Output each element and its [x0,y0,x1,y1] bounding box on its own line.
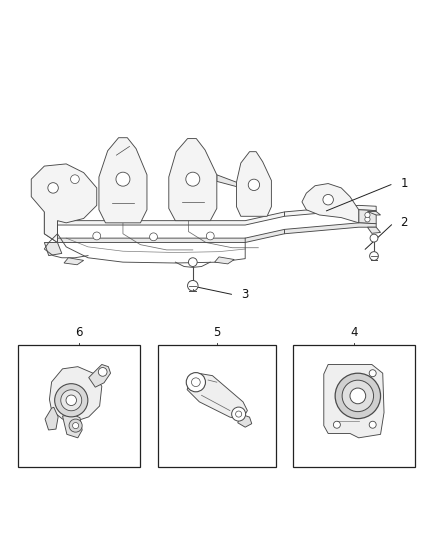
Polygon shape [64,258,84,265]
Bar [158,345,276,467]
Polygon shape [302,183,359,223]
Circle shape [206,232,214,240]
Circle shape [248,179,260,190]
Polygon shape [44,212,57,243]
Circle shape [71,175,79,183]
Circle shape [61,390,82,411]
Text: 3: 3 [241,288,248,301]
Text: 6: 6 [75,326,83,338]
Polygon shape [359,210,376,224]
Circle shape [186,172,200,186]
Polygon shape [367,227,381,233]
Polygon shape [285,223,376,234]
Text: 5: 5 [213,326,220,338]
Polygon shape [217,175,237,187]
Polygon shape [31,164,97,243]
Polygon shape [367,212,381,215]
Text: 4: 4 [350,326,358,338]
Circle shape [365,217,370,222]
Circle shape [333,421,340,428]
Circle shape [187,280,198,291]
Circle shape [69,419,82,432]
Polygon shape [89,365,110,387]
Circle shape [93,232,101,240]
Circle shape [48,183,58,193]
Polygon shape [238,414,252,427]
Circle shape [188,258,197,266]
Polygon shape [57,212,285,225]
Circle shape [186,373,205,392]
Polygon shape [63,415,82,438]
Polygon shape [169,139,217,221]
Circle shape [335,373,381,418]
Polygon shape [49,367,102,421]
Circle shape [342,380,374,411]
Circle shape [350,388,366,404]
Circle shape [73,423,79,429]
Polygon shape [57,229,285,243]
Circle shape [66,395,77,406]
Text: 2: 2 [400,216,408,229]
Bar [18,345,141,467]
Circle shape [370,234,378,242]
Polygon shape [324,365,384,438]
Circle shape [369,421,376,428]
Circle shape [116,172,130,186]
Circle shape [369,370,376,377]
Circle shape [55,384,88,417]
Circle shape [150,233,157,241]
Circle shape [365,212,370,217]
Polygon shape [237,152,272,216]
Bar [293,345,416,467]
Circle shape [98,368,107,376]
Circle shape [232,407,246,421]
Polygon shape [45,407,58,430]
Circle shape [323,195,333,205]
Polygon shape [99,138,147,223]
Polygon shape [187,374,247,419]
Circle shape [370,252,378,261]
Polygon shape [215,257,234,264]
Polygon shape [285,205,376,216]
Polygon shape [44,243,62,256]
Text: 1: 1 [400,177,408,190]
